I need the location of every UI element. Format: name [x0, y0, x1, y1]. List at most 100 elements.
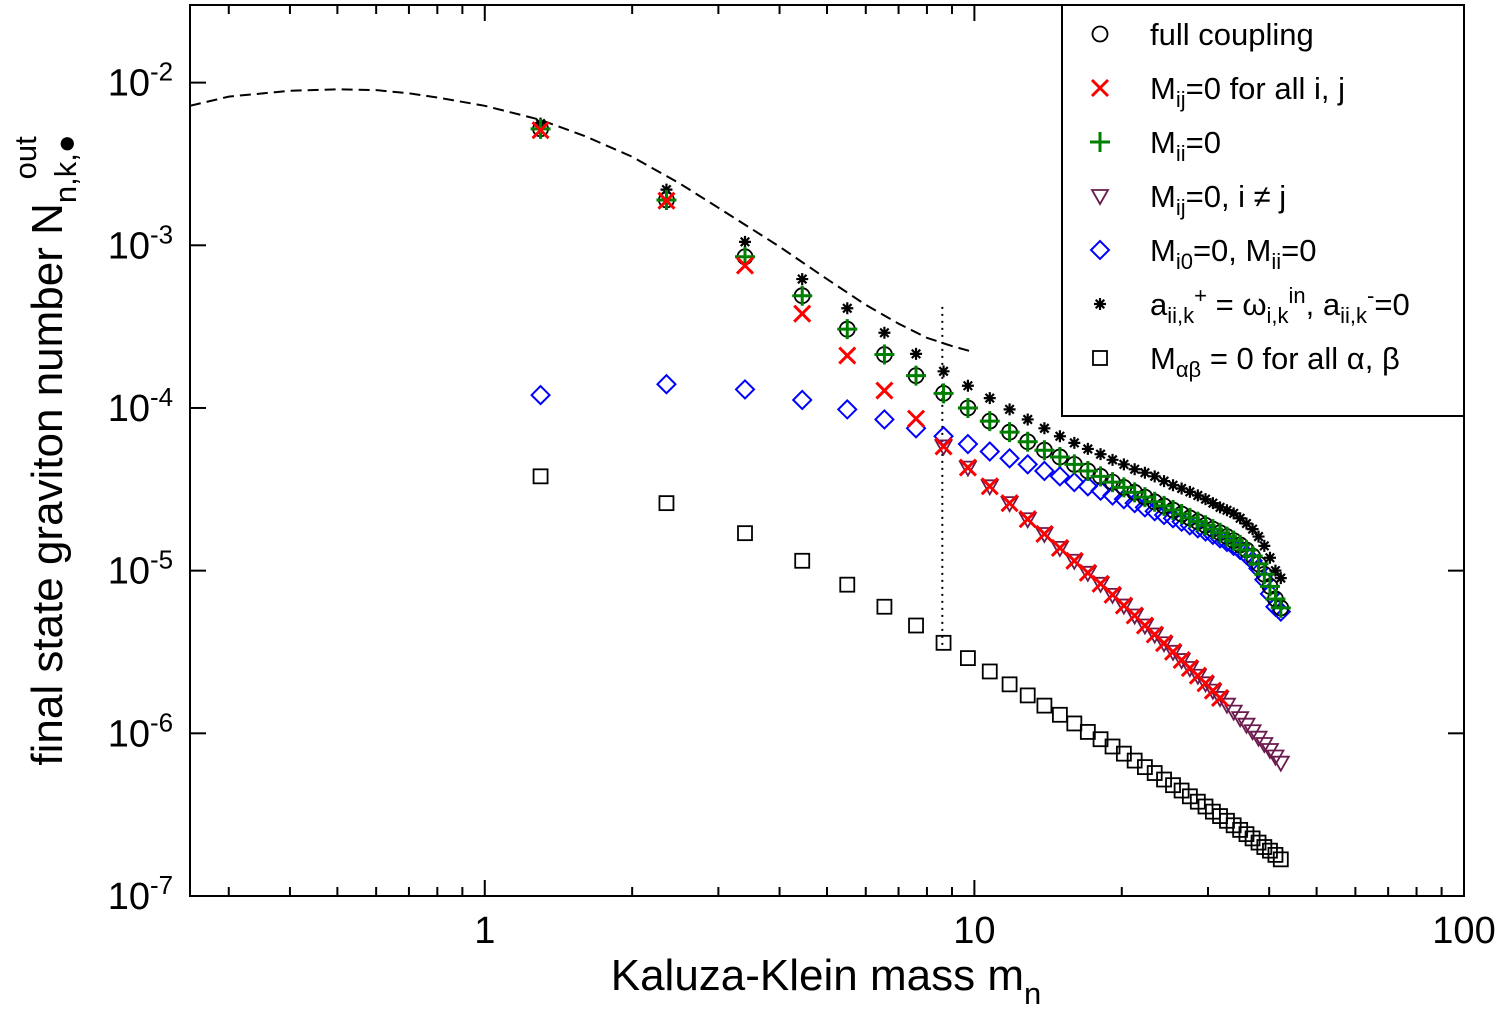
legend-entry: Mij=0, i ≠ j — [1090, 179, 1286, 220]
data-point-cross — [958, 458, 977, 477]
data-point-triangle-down — [1000, 496, 1020, 513]
data-point-star — [1214, 501, 1227, 514]
data-point-star — [1199, 493, 1212, 506]
data-point-star — [878, 326, 891, 339]
data-point-star — [660, 183, 673, 196]
data-point-plus — [1270, 597, 1291, 618]
data-point-square — [876, 598, 893, 615]
data-point-diamond — [791, 389, 813, 411]
data-point-square — [981, 663, 998, 680]
data-point-triangle-down — [1034, 527, 1054, 544]
data-point-square — [908, 617, 924, 634]
data-point-square — [1244, 830, 1261, 847]
plot-frame — [189, 4, 1465, 897]
data-point-plus — [1248, 553, 1269, 574]
data-point-cross — [1050, 538, 1069, 557]
data-point-star — [1274, 572, 1287, 585]
data-point-square — [839, 576, 856, 593]
data-point-triangle-down — [1154, 636, 1174, 654]
x-tick-label: 1 — [474, 910, 495, 952]
data-point-star — [738, 235, 751, 248]
legend-marker-cross — [1090, 78, 1110, 98]
x-axis-title: Kaluza-Klein mass mn — [611, 951, 1042, 1011]
data-point-square — [737, 525, 753, 542]
y-tick-label-exponent: -3 — [150, 219, 173, 249]
data-point-diamond — [874, 409, 895, 430]
data-point-triangle-down — [1145, 627, 1165, 645]
data-point-plus — [1090, 466, 1111, 487]
data-point-star — [1269, 564, 1282, 577]
data-point-star — [1117, 458, 1130, 471]
data-point-cross — [934, 437, 953, 456]
series-triangle-down — [933, 439, 1291, 773]
data-point-diamond — [1134, 496, 1156, 518]
data-point-cross — [980, 477, 999, 496]
legend-label: Mi0=0, Mii=0 — [1150, 233, 1317, 274]
y-tick-label-exponent: -6 — [150, 707, 173, 737]
data-point-square — [1137, 759, 1153, 775]
series-plus — [530, 118, 1291, 618]
data-point-triangle-down — [1078, 565, 1098, 583]
data-point-star — [983, 392, 996, 405]
data-point-plus — [1144, 491, 1165, 512]
data-point-plus — [979, 411, 1000, 432]
y-tick-label: 10 — [108, 388, 150, 430]
data-point-star — [1068, 436, 1081, 449]
data-point-star — [1094, 448, 1107, 461]
data-point-square — [1173, 782, 1190, 799]
data-point-triangle-down — [1271, 755, 1291, 773]
legend-label: Mαβ = 0 for all α, β — [1150, 341, 1400, 382]
data-point-star — [961, 379, 974, 392]
data-point-plus — [734, 246, 755, 267]
data-point-star — [1220, 504, 1233, 517]
data-point-star — [1206, 497, 1219, 510]
y-tick-label: 10 — [108, 551, 150, 593]
legend-label: aii,k+ = ωi,kin, aii,k-=0 — [1150, 283, 1410, 328]
data-point-cross — [875, 381, 894, 400]
y-tick-label: 10 — [108, 63, 150, 105]
data-point-plus — [1154, 495, 1175, 516]
data-point-triangle-down — [1102, 587, 1123, 605]
data-point-diamond — [656, 373, 677, 395]
data-point-star — [1158, 475, 1171, 488]
data-point-square — [658, 495, 675, 512]
data-point-diamond — [1049, 465, 1071, 487]
legend-entry: Mij=0 for all i, j — [1090, 71, 1345, 112]
x-tick-label: 10 — [953, 910, 995, 952]
data-point-plus — [1017, 431, 1038, 452]
legend: full coupling Mij=0 for all i, j Mii=0 Mij=… — [1061, 4, 1465, 417]
data-point-diamond — [734, 379, 756, 400]
data-point-star — [910, 347, 923, 360]
legend-label: Mij=0 for all i, j — [1150, 71, 1345, 112]
data-point-square — [1262, 842, 1278, 859]
legend-entry: Mi0=0, Mii=0 — [1089, 233, 1317, 274]
data-point-cross — [1035, 524, 1054, 544]
data-point-square — [1267, 846, 1284, 863]
legend-marker-star — [1094, 298, 1106, 310]
legend-entry: aii,k+ = ωi,kin, aii,k-=0 — [1094, 283, 1410, 328]
legend-marker-square — [1092, 350, 1108, 366]
data-point-square — [935, 634, 952, 651]
data-point-square — [794, 552, 811, 569]
data-point-star — [937, 365, 950, 378]
data-point-plus — [1077, 460, 1098, 481]
data-point-star — [1227, 507, 1240, 520]
data-point-plus — [957, 397, 978, 418]
data-point-triangle-down — [1172, 653, 1192, 670]
data-point-cross — [1018, 510, 1037, 529]
data-point-star — [1053, 430, 1066, 443]
y-tick-label-exponent: -7 — [150, 870, 173, 900]
data-point-triangle-down — [1018, 512, 1038, 530]
data-point-square — [1051, 706, 1068, 723]
data-point-star — [1183, 485, 1196, 498]
data-point-plus — [837, 319, 858, 340]
data-point-triangle-down — [933, 439, 954, 457]
data-point-triangle-down — [1125, 608, 1145, 626]
data-point-triangle-down — [1114, 598, 1134, 616]
data-point-plus — [933, 383, 954, 404]
data-point-diamond — [836, 398, 858, 420]
y-axis-title-sub: n,k,● — [48, 134, 83, 203]
data-point-plus — [1102, 472, 1123, 493]
data-point-plus — [1064, 454, 1085, 475]
data-point-star — [1148, 470, 1161, 483]
